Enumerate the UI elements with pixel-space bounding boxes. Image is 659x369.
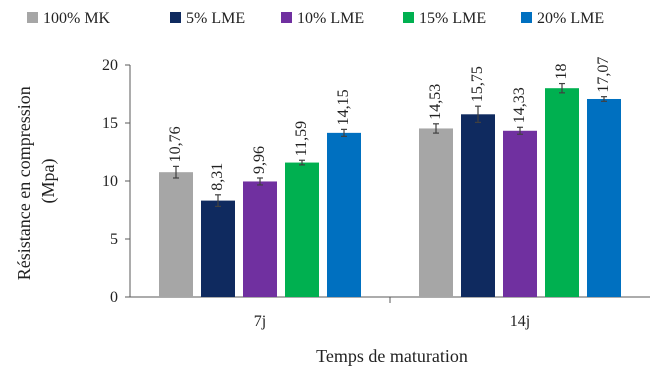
bar xyxy=(243,181,277,297)
bar xyxy=(545,88,579,297)
legend-swatch xyxy=(281,12,292,23)
bar xyxy=(587,98,621,297)
bar xyxy=(327,132,361,297)
y-axis: 0 5 10 15 20 xyxy=(102,57,131,306)
y-axis-title-line-1: Résistance en compression xyxy=(14,86,34,280)
bar xyxy=(285,162,319,297)
y-tick-label: 0 xyxy=(110,289,118,306)
data-labels: 10,76 8,31 9,96 11,59 14,15 14,53 15,75 14,33 18… xyxy=(167,57,612,191)
value-label: 14,33 xyxy=(511,87,528,123)
legend-swatch xyxy=(170,12,181,23)
legend-label: 20% LME xyxy=(537,10,604,27)
y-tick-label: 10 xyxy=(102,173,118,190)
legend-label: 10% LME xyxy=(297,10,364,27)
y-tick-label: 20 xyxy=(102,57,118,74)
value-label: 15,75 xyxy=(469,66,486,102)
x-tick-label: 14j xyxy=(510,313,530,330)
y-axis-title-line-2: (Mpa) xyxy=(38,159,59,204)
value-label: 18 xyxy=(553,64,570,80)
value-label: 17,07 xyxy=(595,57,612,93)
bar xyxy=(419,128,453,297)
y-tick-label: 5 xyxy=(110,231,118,248)
value-label: 10,76 xyxy=(167,126,184,162)
legend-swatch xyxy=(27,12,38,23)
legend-label: 100% MK xyxy=(43,10,111,27)
value-label: 11,59 xyxy=(293,121,310,156)
bars xyxy=(159,82,621,297)
legend-label: 15% LME xyxy=(419,10,486,27)
legend-swatch xyxy=(403,12,414,23)
x-axis: 7j 14j xyxy=(130,296,650,330)
value-label: 14,15 xyxy=(335,89,352,125)
y-axis-title: Résistance en compression (Mpa) xyxy=(14,82,59,280)
value-label: 9,96 xyxy=(251,146,268,174)
legend-swatch xyxy=(521,12,532,23)
bar xyxy=(503,130,537,297)
value-label: 14,53 xyxy=(427,84,444,120)
legend: 100% MK 5% LME 10% LME 15% LME 20% LME xyxy=(27,10,604,27)
bar xyxy=(159,172,193,297)
bar xyxy=(461,114,495,297)
x-axis-title: Temps de maturation xyxy=(316,346,468,366)
x-tick-label: 7j xyxy=(254,313,266,330)
value-label: 8,31 xyxy=(209,163,226,191)
y-tick-label: 15 xyxy=(102,115,118,132)
bar xyxy=(201,200,235,297)
legend-label: 5% LME xyxy=(186,10,245,27)
